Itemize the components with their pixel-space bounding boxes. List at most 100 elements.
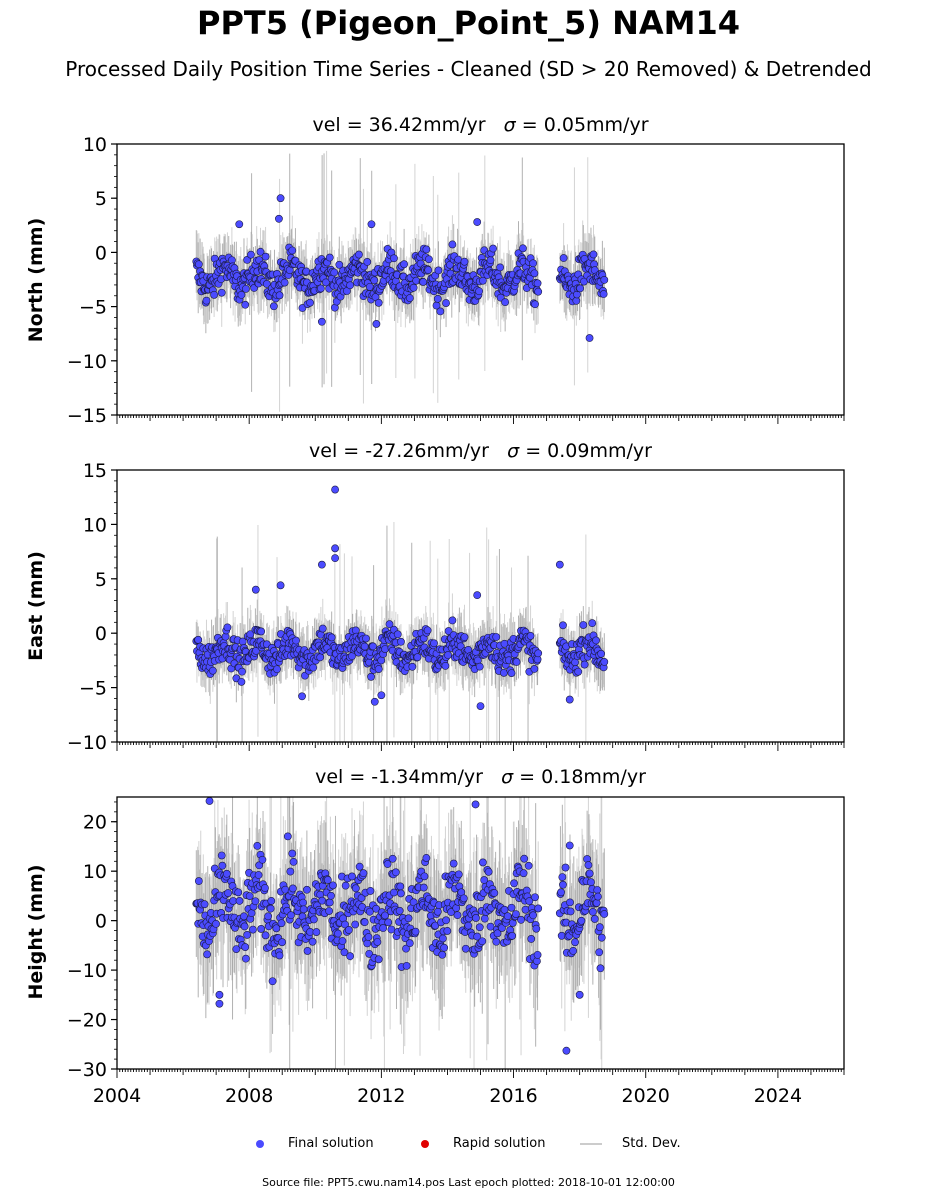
final-solution-point (299, 898, 307, 907)
final-solution-point (218, 861, 227, 870)
final-solution-point (561, 863, 570, 872)
final-solution-point (289, 884, 297, 893)
final-solution-point (388, 854, 397, 863)
north-panel-title: vel = 36.42mm/yr σ = 0.05mm/yr (117, 114, 844, 136)
final-solution-point (348, 652, 356, 661)
final-solution-point (600, 275, 609, 284)
final-solution-point (327, 891, 335, 900)
height-velocity-text: vel = -1.34mm/yr (315, 766, 483, 788)
final-solution-point (476, 702, 485, 710)
final-solution-point (269, 302, 278, 311)
final-solution-point (422, 245, 431, 254)
final-solution-point (312, 928, 321, 936)
final-solution-point (298, 692, 306, 701)
final-solution-point (351, 884, 360, 893)
final-solution-point (322, 278, 330, 287)
final-solution-point (489, 244, 497, 253)
final-solution-point (559, 880, 567, 889)
final-solution-point (419, 278, 428, 286)
final-solution-point (331, 544, 339, 553)
x-tick-label: 2024 (754, 1085, 802, 1107)
final-solution-point (261, 252, 270, 261)
final-solution-point (471, 800, 480, 809)
final-solution-point (268, 977, 277, 986)
y-tick-label: 10 (83, 861, 107, 883)
final-solution-point (251, 897, 260, 906)
final-solution-point (507, 903, 516, 912)
legend-stddev-label: Std. Dev. (622, 1136, 681, 1151)
final-solution-point (479, 858, 487, 867)
final-solution-point (370, 276, 379, 285)
final-solution-point (348, 872, 356, 881)
final-solution-point (448, 240, 457, 249)
final-solution-point (217, 288, 226, 297)
final-solution-point (299, 905, 308, 914)
final-solution-point (492, 633, 501, 641)
final-solution-point (397, 637, 405, 646)
final-solution-point (585, 334, 594, 342)
final-solution-point (507, 669, 516, 677)
final-solution-point (367, 220, 376, 229)
final-solution-point (261, 931, 270, 940)
final-solution-point (275, 214, 283, 223)
final-solution-point (444, 627, 453, 635)
final-solution-point (241, 300, 250, 309)
final-solution-point (360, 642, 369, 651)
north-velocity-text: vel = 36.42mm/yr (312, 114, 486, 136)
final-solution-point (200, 900, 209, 909)
final-solution-point (424, 266, 433, 274)
legend-rapid: Rapid solution (421, 1136, 545, 1151)
final-solution-point (472, 914, 480, 922)
final-solution-point (281, 885, 290, 894)
legend-final: Final solution (256, 1136, 374, 1151)
x-tick-label: 2020 (622, 1085, 670, 1107)
y-tick-label: −10 (67, 351, 107, 373)
final-solution-point (363, 258, 372, 266)
final-solution-point (267, 897, 276, 905)
final-solution-point (442, 916, 450, 925)
final-solution-point (562, 1046, 571, 1055)
final-solution-point (275, 291, 284, 300)
final-solution-point (303, 947, 312, 955)
final-solution-point (486, 922, 495, 931)
final-solution-point (351, 920, 360, 929)
final-solution-point (325, 898, 334, 907)
final-solution-point (194, 260, 203, 269)
final-solution-point (275, 951, 284, 960)
final-solution-point (360, 918, 369, 927)
final-solution-point (527, 935, 536, 943)
final-solution-point (558, 873, 567, 881)
final-solution-point (288, 849, 297, 858)
legend-stddev: Std. Dev. (580, 1136, 681, 1151)
final-solution-point (533, 950, 542, 959)
final-solution-point (372, 320, 381, 328)
final-solution-point (205, 797, 214, 805)
final-solution-point (575, 990, 584, 999)
final-solution-point (365, 907, 374, 916)
final-solution-point (521, 905, 530, 914)
final-solution-point (587, 878, 595, 887)
final-solution-point (379, 924, 388, 932)
final-solution-point (447, 908, 456, 916)
final-solution-point (359, 869, 368, 878)
final-solution-point (576, 284, 585, 293)
final-solution-point (257, 627, 266, 636)
y-tick-label: 20 (83, 812, 107, 834)
final-solution-point (402, 961, 411, 970)
final-solution-point (597, 933, 606, 942)
final-solution-point (440, 943, 449, 952)
final-solution-point (366, 887, 375, 895)
final-solution-point (346, 281, 354, 290)
final-solution-point (203, 950, 212, 959)
final-solution-point (215, 990, 224, 999)
final-solution-point (251, 585, 260, 594)
final-solution-point (396, 882, 405, 891)
final-solution-point (580, 660, 589, 669)
final-solution-point (317, 317, 326, 326)
final-solution-point (237, 290, 246, 299)
final-solution-point (374, 298, 383, 307)
final-solution-point (363, 939, 372, 948)
north-sigma-text: = 0.05mm/yr (521, 114, 649, 136)
legend-rapid-label: Rapid solution (453, 1136, 546, 1151)
final-solution-point (460, 633, 469, 642)
